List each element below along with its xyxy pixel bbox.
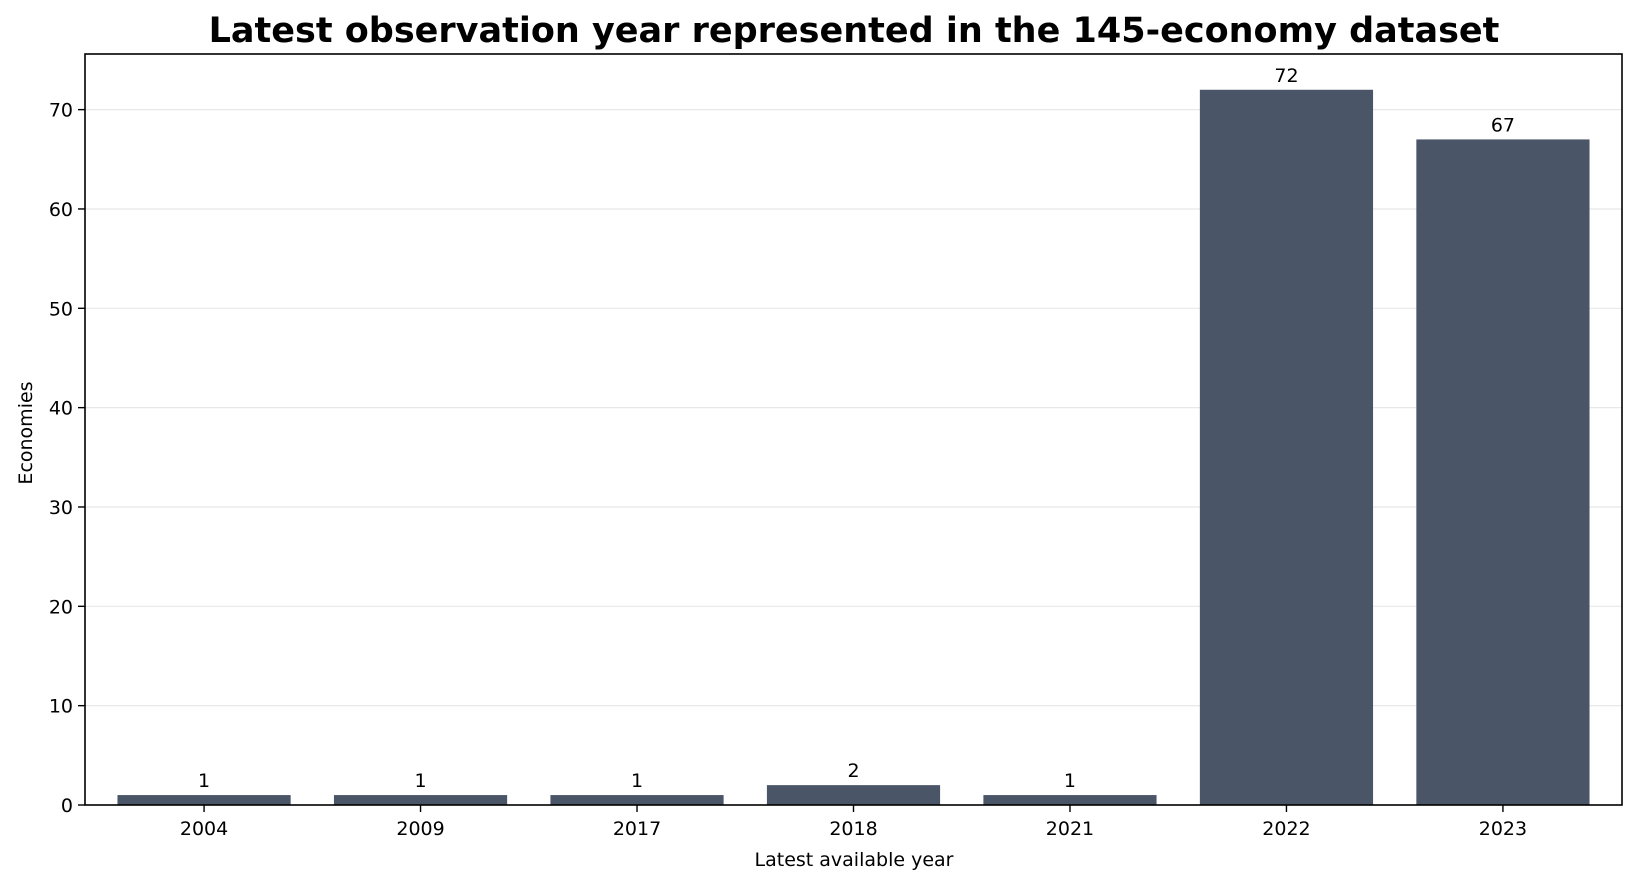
y-tick-label: 70 — [49, 100, 73, 122]
data-label-2017: 1 — [631, 770, 643, 792]
x-tick-label-2021: 2021 — [1046, 818, 1094, 840]
data-label-2018: 2 — [847, 760, 859, 782]
x-tick-label-2022: 2022 — [1262, 818, 1310, 840]
y-tick-label: 30 — [49, 497, 73, 519]
y-tick-label: 0 — [61, 795, 73, 817]
y-tick-label: 40 — [49, 398, 73, 420]
x-tick-label-2017: 2017 — [613, 818, 661, 840]
data-label-2023: 67 — [1491, 114, 1515, 136]
x-tick-label-2018: 2018 — [829, 818, 877, 840]
data-labels: 1 1 1 2 1 72 67 — [198, 65, 1515, 792]
bar-2022 — [1199, 89, 1374, 805]
y-axis-ticks: 0 10 20 30 40 50 60 70 — [49, 100, 85, 817]
x-axis-label: Latest available year — [755, 849, 954, 871]
y-axis-label: Economies — [15, 381, 37, 484]
data-label-2009: 1 — [414, 770, 426, 792]
bar-2004 — [117, 795, 291, 805]
bar-2018 — [766, 785, 941, 805]
x-tick-label-2004: 2004 — [180, 818, 228, 840]
y-tick-label: 20 — [49, 596, 73, 618]
bar-2023 — [1416, 139, 1590, 805]
chart-title: Latest observation year represented in t… — [209, 11, 1500, 51]
x-tick-label-2023: 2023 — [1479, 818, 1527, 840]
y-tick-label: 10 — [49, 696, 73, 718]
data-label-2004: 1 — [198, 770, 210, 792]
bars — [117, 89, 1590, 805]
x-axis-ticks: 2004 2009 2017 2018 2021 2022 2023 — [180, 805, 1527, 840]
plot-area-frame — [84, 53, 1623, 806]
data-label-2021: 1 — [1064, 770, 1076, 792]
bar-2017 — [550, 795, 724, 805]
bar-2021 — [983, 795, 1157, 805]
data-label-2022: 72 — [1274, 65, 1298, 87]
bar-2009 — [333, 795, 508, 805]
x-tick-label-2009: 2009 — [396, 818, 444, 840]
y-tick-label: 50 — [49, 298, 73, 320]
grid-lines — [85, 109, 1622, 707]
y-tick-label: 60 — [49, 199, 73, 221]
